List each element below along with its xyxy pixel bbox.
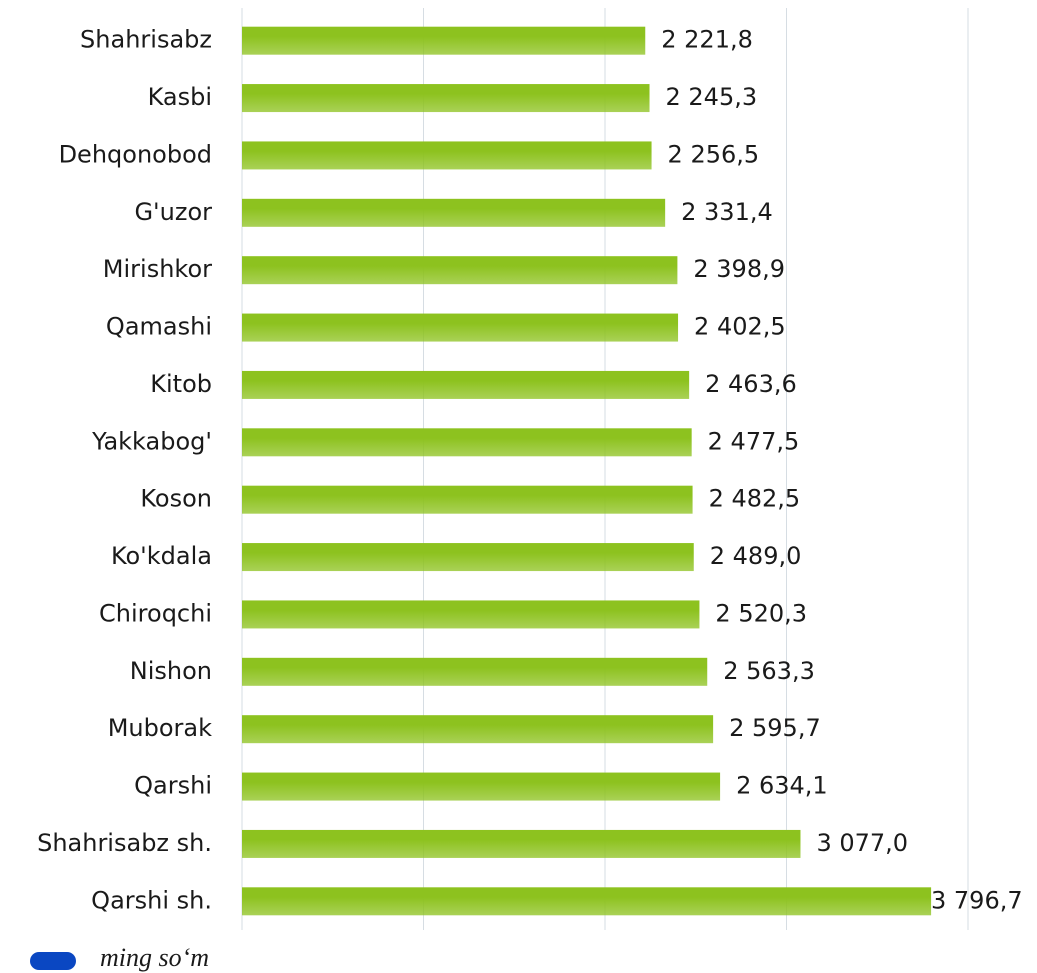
data-label: 2 520,3 [715, 599, 807, 627]
y-tick-label: Yakkabog' [91, 427, 212, 455]
y-tick-label: Shahrisabz [80, 26, 212, 54]
y-tick-label: Qarshi sh. [91, 886, 212, 914]
bar [242, 772, 721, 801]
bar [242, 141, 652, 170]
y-tick-label: Nishon [130, 657, 212, 685]
y-tick-label: Muborak [108, 714, 212, 742]
bar [242, 26, 646, 55]
data-label: 2 463,6 [705, 370, 797, 398]
bar [242, 887, 932, 916]
y-tick-label: Chiroqchi [99, 599, 212, 627]
data-label: 2 221,8 [661, 26, 753, 54]
y-tick-label: Kitob [150, 370, 212, 398]
y-tick-label: Kasbi [148, 83, 212, 111]
data-label: 2 331,4 [681, 198, 773, 226]
bar [242, 256, 678, 285]
y-tick-label: Mirishkor [103, 255, 212, 283]
data-label: 2 482,5 [709, 485, 801, 513]
legend-label: ming so‘m [100, 943, 209, 972]
y-tick-label: Ko'kdala [111, 542, 212, 570]
y-tick-label: Dehqonobod [59, 140, 212, 168]
bar [242, 829, 801, 858]
bar [242, 313, 679, 342]
y-tick-label: Shahrisabz sh. [37, 829, 212, 857]
data-label: 2 477,5 [708, 427, 800, 455]
y-tick-label: G'uzor [134, 198, 212, 226]
y-tick-label: Qamashi [106, 313, 212, 341]
data-label: 3 796,7 [931, 886, 1023, 914]
bar [242, 715, 714, 744]
data-label: 2 398,9 [693, 255, 785, 283]
bar [242, 428, 692, 457]
bar [242, 485, 693, 514]
y-tick-label: Koson [140, 485, 212, 513]
data-label: 2 595,7 [729, 714, 821, 742]
bar [242, 657, 708, 686]
data-label: 3 077,0 [816, 829, 908, 857]
data-label: 2 563,3 [723, 657, 815, 685]
bar [242, 84, 650, 113]
data-label: 2 402,5 [694, 313, 786, 341]
y-tick-label: Qarshi [134, 772, 212, 800]
bar [242, 198, 666, 227]
bar [242, 600, 700, 629]
bar [242, 543, 694, 572]
bar [242, 370, 690, 399]
data-label: 2 489,0 [710, 542, 802, 570]
data-label: 2 256,5 [668, 140, 760, 168]
data-label: 2 634,1 [736, 772, 828, 800]
legend-marker [30, 952, 76, 970]
data-label: 2 245,3 [666, 83, 758, 111]
